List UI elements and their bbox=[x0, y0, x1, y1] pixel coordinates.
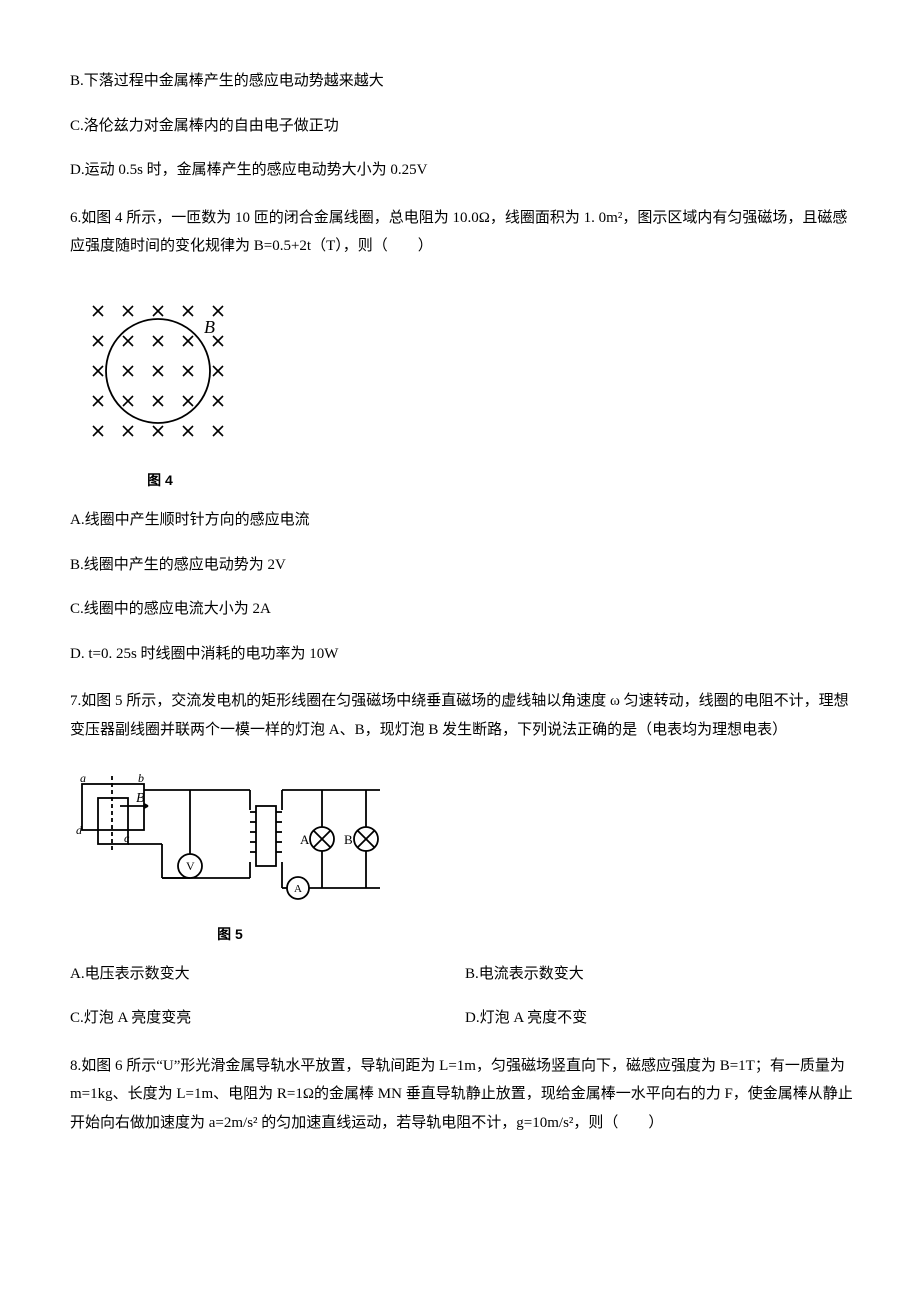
q6-option-b: B.线圈中产生的感应电动势为 2V bbox=[70, 554, 860, 577]
svg-text:A: A bbox=[294, 883, 302, 895]
q7-option-c: C.灯泡 A 亮度变亮 bbox=[70, 1007, 465, 1030]
q5-option-d: D.运动 0.5s 时，金属棒产生的感应电动势大小为 0.25V bbox=[70, 159, 860, 182]
svg-text:d: d bbox=[76, 823, 83, 837]
q6-intro: 6.如图 4 所示，一匝数为 10 匝的闭合金属线圈，总电阻为 10.0Ω，线圈… bbox=[70, 204, 860, 261]
svg-text:A: A bbox=[300, 832, 310, 847]
svg-text:a: a bbox=[80, 771, 86, 785]
q7-option-d: D.灯泡 A 亮度不变 bbox=[465, 1007, 860, 1030]
figure-5: a b c d B V A A B 图 5 bbox=[70, 770, 860, 945]
q8-intro: 8.如图 6 所示“U”形光滑金属导轨水平放置，导轨间距为 L=1m，匀强磁场竖… bbox=[70, 1052, 860, 1138]
svg-text:B: B bbox=[344, 832, 353, 847]
svg-text:V: V bbox=[186, 859, 195, 873]
svg-text:B: B bbox=[204, 317, 215, 337]
svg-text:B: B bbox=[136, 791, 145, 806]
figure-5-svg: a b c d B V A A B bbox=[70, 770, 390, 910]
q5-option-b: B.下落过程中金属棒产生的感应电动势越来越大 bbox=[70, 70, 860, 93]
svg-text:b: b bbox=[138, 771, 144, 785]
q6-option-c: C.线圈中的感应电流大小为 2A bbox=[70, 598, 860, 621]
figure-4-svg: B bbox=[70, 283, 250, 463]
q7-option-b: B.电流表示数变大 bbox=[465, 963, 860, 986]
figure-4: B 图 4 bbox=[70, 283, 860, 492]
q7-intro: 7.如图 5 所示，交流发电机的矩形线圈在匀强磁场中绕垂直磁场的虚线轴以角速度 … bbox=[70, 687, 860, 744]
svg-text:c: c bbox=[124, 831, 130, 845]
q5-option-c: C.洛伦兹力对金属棒内的自由电子做正功 bbox=[70, 115, 860, 138]
figure-5-caption: 图 5 bbox=[70, 924, 390, 945]
figure-4-caption: 图 4 bbox=[70, 470, 250, 491]
q6-option-d: D. t=0. 25s 时线圈中消耗的电功率为 10W bbox=[70, 643, 860, 666]
q7-option-a: A.电压表示数变大 bbox=[70, 963, 465, 986]
q6-option-a: A.线圈中产生顺时针方向的感应电流 bbox=[70, 509, 860, 532]
